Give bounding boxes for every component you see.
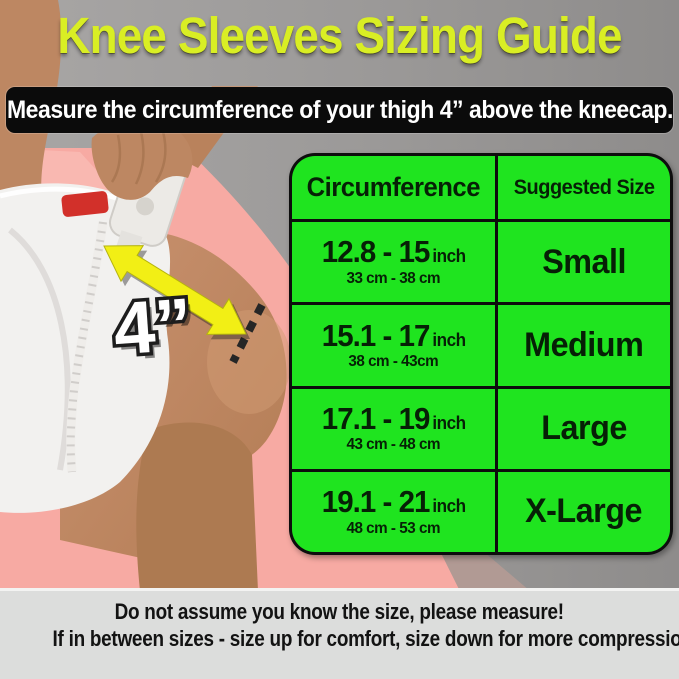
measurement-label-group: 4” 4” bbox=[107, 279, 200, 376]
page-title: Knee Sleeves Sizing Guide bbox=[57, 7, 622, 64]
size-cell-medium: Medium bbox=[498, 305, 670, 386]
header-circumference-label: Circumference bbox=[306, 172, 481, 202]
size-label: Medium bbox=[524, 325, 644, 364]
cm-range: 48 cm - 53 cm bbox=[346, 519, 441, 537]
size-cell-small: Small bbox=[498, 222, 670, 303]
circumference-cell-xlarge: 19.1 - 21 inch 48 cm - 53 cm bbox=[292, 471, 495, 552]
inch-range: 19.1 - 21 bbox=[321, 484, 431, 520]
header-circumference: Circumference bbox=[292, 156, 495, 219]
sizing-table: Circumference Suggested Size 12.8 - 15 in… bbox=[289, 153, 673, 555]
footer-line-1: Do not assume you know the size, please … bbox=[114, 599, 565, 624]
instruction-text: Measure the circumference of your thigh … bbox=[6, 95, 673, 124]
knee-highlight bbox=[207, 310, 291, 414]
shorts-fold bbox=[8, 227, 71, 471]
size-label: Small bbox=[542, 242, 626, 281]
header-suggested-size-label: Suggested Size bbox=[513, 175, 655, 199]
size-label: Large bbox=[541, 409, 627, 448]
size-cell-xlarge: X-Large bbox=[498, 471, 670, 552]
cm-range: 38 cm - 43cm bbox=[348, 353, 439, 371]
circumference-cell-large: 17.1 - 19 inch 43 cm - 48 cm bbox=[292, 388, 495, 469]
calf bbox=[136, 422, 258, 591]
cm-range: 33 cm - 38 cm bbox=[346, 269, 441, 287]
size-label: X-Large bbox=[525, 492, 643, 531]
inch-range: 15.1 - 17 bbox=[321, 317, 431, 353]
circumference-cell-small: 12.8 - 15 inch 33 cm - 38 cm bbox=[292, 222, 495, 303]
size-cell-large: Large bbox=[498, 388, 670, 469]
footer-line-2: If in between sizes - size up for comfor… bbox=[52, 626, 679, 651]
instruction-banner: Measure the circumference of your thigh … bbox=[6, 87, 673, 133]
inch-unit: inch bbox=[432, 496, 466, 517]
circumference-cell-medium: 15.1 - 17 inch 38 cm - 43cm bbox=[292, 305, 495, 386]
inch-unit: inch bbox=[432, 329, 466, 350]
header-suggested-size: Suggested Size bbox=[498, 156, 670, 219]
inch-unit: inch bbox=[432, 246, 466, 267]
inch-unit: inch bbox=[432, 412, 466, 433]
red-strap bbox=[61, 191, 109, 217]
measurement-label: 4” bbox=[111, 282, 195, 370]
measurement-arrow bbox=[103, 245, 250, 340]
footer-note: Do not assume you know the size, please … bbox=[0, 588, 679, 679]
inch-range: 17.1 - 19 bbox=[321, 400, 431, 436]
cm-range: 43 cm - 48 cm bbox=[346, 436, 441, 454]
measurement-label-shadow: 4” bbox=[116, 288, 200, 376]
inch-range: 12.8 - 15 bbox=[321, 234, 431, 270]
measuring-tape bbox=[66, 221, 108, 473]
